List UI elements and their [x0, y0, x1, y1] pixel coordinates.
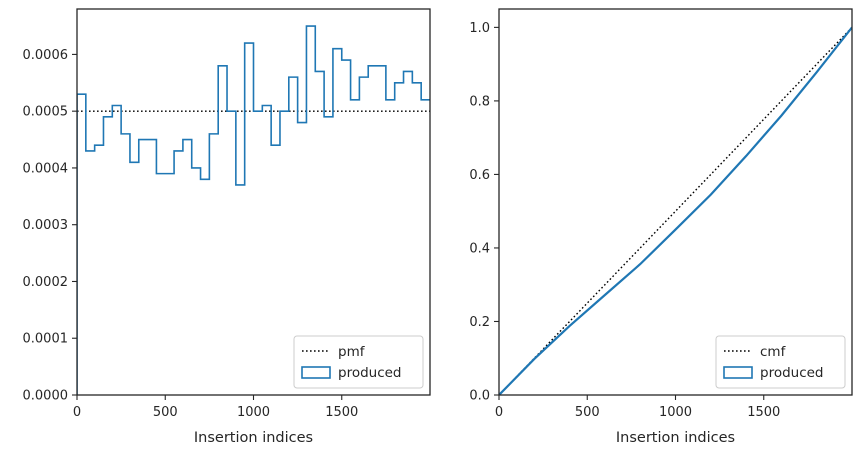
- y-tick-label: 0.6: [469, 168, 490, 183]
- y-tick-label: 0.8: [469, 94, 490, 109]
- axis-ticks-cmf: 0 500 1000 1500 0.0 0.2 0.4 0.6 0.8 1.0: [469, 21, 780, 420]
- y-tick-label: 0.4: [469, 241, 490, 256]
- legend-label-cmf: cmf: [760, 344, 787, 360]
- y-tick-label: 0.0003: [23, 218, 69, 233]
- x-tick-label: 1000: [237, 405, 270, 420]
- x-tick-label: 1500: [747, 405, 780, 420]
- legend-swatch-produced-cumulative: [723, 366, 753, 379]
- x-axis-label-pmf: Insertion indices: [194, 430, 313, 446]
- y-tick-label: 0.0005: [23, 105, 69, 120]
- legend-label-produced: produced: [338, 365, 402, 381]
- legend-label-produced-cumulative: produced: [760, 365, 824, 381]
- pmf-chart: 0 500 1000 1500 0.0000 0.0001 0.0002 0.0003 0.00…: [23, 8, 431, 446]
- produced-cmf-series-curve: [499, 26, 852, 395]
- legend-cmf: cmf produced: [715, 335, 846, 389]
- legend-swatch-produced: [301, 366, 331, 379]
- y-tick-label: 0.0001: [23, 332, 69, 347]
- x-tick-label: 0: [495, 405, 503, 420]
- legend-pmf: pmf produced: [293, 335, 424, 389]
- y-tick-label: 0.0002: [23, 275, 69, 290]
- axis-ticks-pmf: 0 500 1000 1500 0.0000 0.0001 0.0002 0.0003 0.00…: [23, 48, 359, 420]
- x-tick-label: 1000: [659, 405, 692, 420]
- legend-box-pmf: [293, 335, 424, 389]
- cmf-cmf-series-line: [499, 26, 852, 395]
- x-tick-label: 500: [153, 405, 178, 420]
- legend-label-pmf: pmf: [338, 344, 366, 360]
- legend-box-cmf: [715, 335, 846, 389]
- x-tick-label: 1500: [325, 405, 358, 420]
- x-tick-label: 500: [575, 405, 600, 420]
- y-tick-label: 0.2: [469, 315, 490, 330]
- produced-pmf-series-steps: [77, 25, 430, 395]
- y-tick-label: 0.0004: [23, 161, 69, 176]
- x-tick-label: 0: [73, 405, 81, 420]
- y-tick-label: 1.0: [469, 21, 490, 36]
- y-tick-label: 0.0: [469, 389, 490, 404]
- cmf-chart: 0 500 1000 1500 0.0 0.2 0.4 0.6 0.8 1.0 Insertion…: [469, 8, 853, 446]
- x-axis-label-cmf: Insertion indices: [616, 430, 735, 446]
- y-tick-label: 0.0000: [23, 389, 69, 404]
- y-tick-label: 0.0006: [23, 48, 69, 63]
